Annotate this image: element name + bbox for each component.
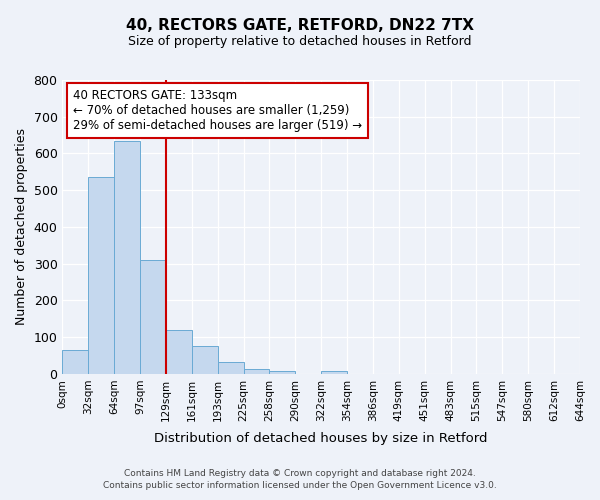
Y-axis label: Number of detached properties: Number of detached properties [15,128,28,326]
Bar [269,371,295,374]
Text: Contains public sector information licensed under the Open Government Licence v3: Contains public sector information licen… [103,481,497,490]
Bar [62,350,88,374]
Bar [88,178,114,374]
Bar [192,346,218,374]
Bar [244,369,269,374]
Text: Size of property relative to detached houses in Retford: Size of property relative to detached ho… [128,35,472,48]
Bar [218,362,244,374]
Bar [114,140,140,374]
Text: 40 RECTORS GATE: 133sqm
← 70% of detached houses are smaller (1,259)
29% of semi: 40 RECTORS GATE: 133sqm ← 70% of detache… [73,89,362,132]
Bar [321,371,347,374]
X-axis label: Distribution of detached houses by size in Retford: Distribution of detached houses by size … [154,432,488,445]
Text: 40, RECTORS GATE, RETFORD, DN22 7TX: 40, RECTORS GATE, RETFORD, DN22 7TX [126,18,474,32]
Text: Contains HM Land Registry data © Crown copyright and database right 2024.: Contains HM Land Registry data © Crown c… [124,468,476,477]
Bar [166,330,192,374]
Bar [140,260,166,374]
